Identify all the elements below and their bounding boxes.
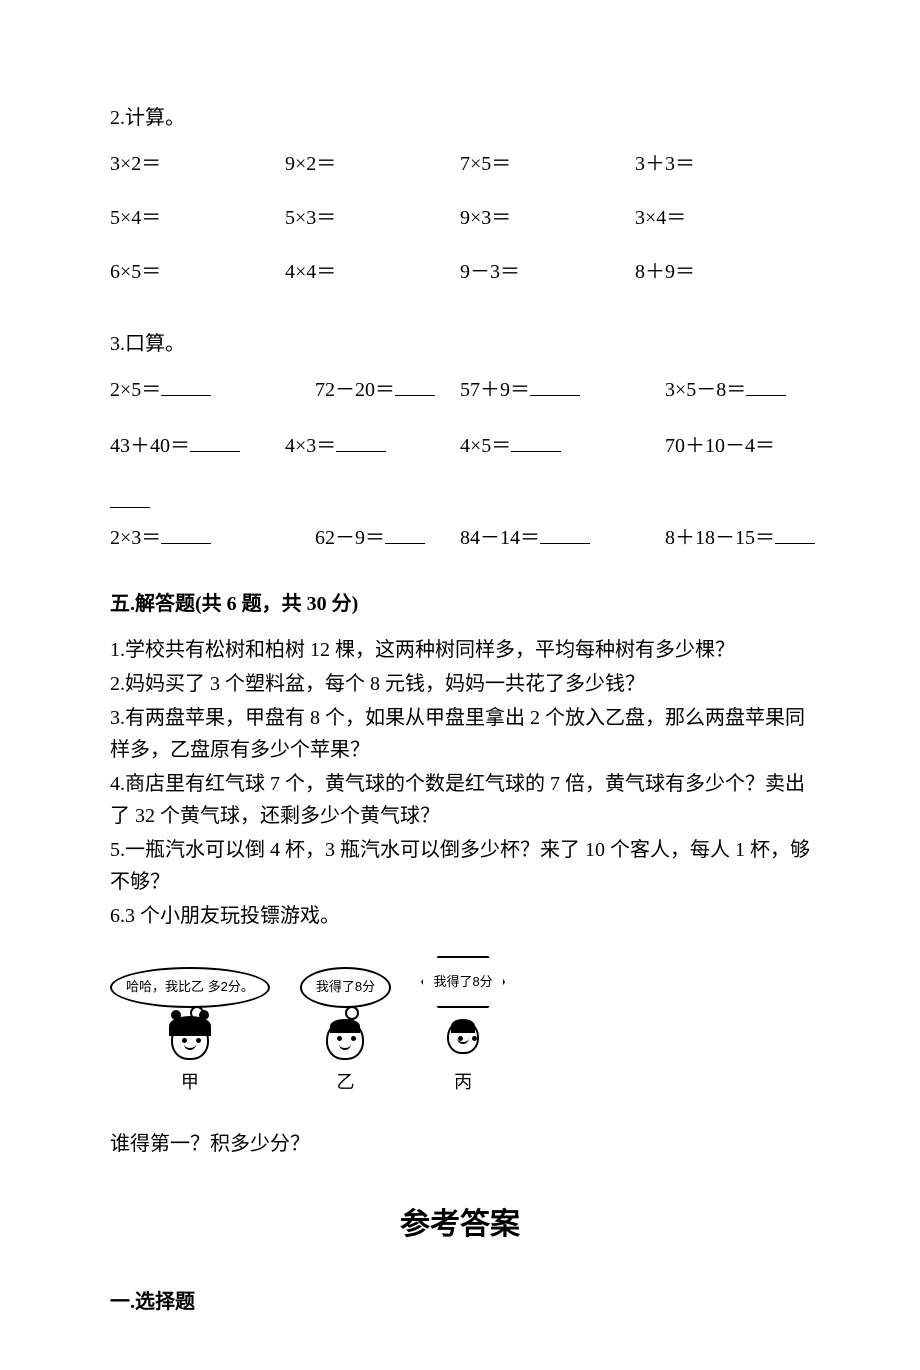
calc-expression: 62－9＝ [315,527,385,549]
mental-calc-cell: 72－20＝ [285,372,460,408]
answer-blank [540,522,590,544]
calc-cell: 5×4＝ [110,200,285,236]
mental-calc-cell: 4×3＝ [285,428,460,464]
calc-cell: 3×4＝ [635,200,810,236]
word-problem: 3.有两盘苹果，甲盘有 8 个，如果从甲盘里拿出 2 个放入乙盘，那么两盘苹果同… [110,702,810,766]
calc-cell: 8＋9＝ [635,254,810,290]
char-label-a: 甲 [181,1066,199,1098]
mental-calc-row: 43＋40＝ 4×3＝ 4×5＝ 70＋10－4＝ [110,428,810,476]
mental-calc-row: 2×3＝ 62－9＝ 84－14＝ 8＋18－15＝ [110,520,810,568]
calc-expression: 2×3＝ [110,527,161,549]
calc-cell: 6×5＝ [110,254,285,290]
mental-calc-cell: 8＋18－15＝ [635,520,810,556]
calc-expression: 57＋9＝ [460,379,530,401]
question-text: 谁得第一？积多少分？ [110,1126,810,1162]
calc-cell: 3×2＝ [110,146,285,182]
section-5-header: 五.解答题(共 6 题，共 30 分) [110,586,810,622]
answer-blank [161,374,211,396]
calc-cell: 9×3＝ [460,200,635,236]
answer-blank [775,522,815,544]
mental-calc-cell: 4×5＝ [460,428,635,464]
speech-bubble-a: 哈哈，我比乙 多2分。 [110,967,270,1008]
speech-bubble-c: 我得了8分 [421,956,505,1008]
calc-cell: 9－3＝ [460,254,635,290]
calc-expression: 4×5＝ [460,435,511,457]
char-label-b: 乙 [336,1066,354,1098]
mental-calc-cell: 2×3＝ [110,520,285,556]
answer-blank [746,374,786,396]
answer-subsection-1: 一.选择题 [110,1284,810,1320]
character-c: 我得了8分 丙 [421,956,505,1098]
calc-cell: 7×5＝ [460,146,635,182]
boy-head-icon [447,1020,479,1054]
word-problems: 1.学校共有松树和柏树 12 棵，这两种树同样多，平均每种树有多少棵？2.妈妈买… [110,634,810,932]
word-problem: 5.一瓶汽水可以倒 4 杯，3 瓶汽水可以倒多少杯？来了 10 个客人，每人 1… [110,834,810,898]
mental-calc-cell: 70＋10－4＝ [635,428,810,464]
answer-blank [395,374,435,396]
mental-calc-cell: 3×5－8＝ [635,372,810,408]
calc-grid: 3×2＝ 9×2＝ 7×5＝ 3＋3＝ 5×4＝ 5×3＝ 9×3＝ 3×4＝ … [110,146,810,308]
answer-blank [385,522,425,544]
char-label-c: 丙 [454,1066,472,1098]
answer-key-title: 参考答案 [110,1198,810,1252]
calc-expression: 4×3＝ [285,435,336,457]
word-problem: 1.学校共有松树和柏树 12 棵，这两种树同样多，平均每种树有多少棵？ [110,634,810,666]
section-2-label: 2.计算。 [110,100,810,136]
calc-cell: 5×3＝ [285,200,460,236]
speech-bubble-b: 我得了8分 [300,967,391,1008]
answer-blank [161,522,211,544]
answer-blank [511,430,561,452]
calc-expression: 2×5＝ [110,379,161,401]
calc-expression: 43＋40＝ [110,435,190,457]
character-b: 我得了8分 乙 [300,967,391,1098]
mental-calc-cell: 2×5＝ [110,372,285,408]
calc-expression: 70＋10－4＝ [665,435,775,457]
answer-blank [336,430,386,452]
boy-head-icon [326,1020,364,1060]
calc-expression: 3×5－8＝ [665,379,746,401]
mental-calc-block: 2×5＝ 72－20＝ 57＋9＝ 3×5－8＝ 43＋40＝ 4×3＝ 4×5＝ 70＋10… [110,372,810,568]
calc-cell: 4×4＝ [285,254,460,290]
mental-calc-row: 2×5＝ 72－20＝ 57＋9＝ 3×5－8＝ [110,372,810,420]
answer-blank [110,486,150,508]
calc-expression: 72－20＝ [315,379,395,401]
word-problem: 6.3 个小朋友玩投镖游戏。 [110,900,810,932]
calc-expression: 84－14＝ [460,527,540,549]
calc-cell: 3＋3＝ [635,146,810,182]
word-problem: 4.商店里有红气球 7 个，黄气球的个数是红气球的 7 倍，黄气球有多少个？卖出… [110,768,810,832]
girl-head-icon [171,1020,209,1060]
section-3-label: 3.口算。 [110,326,810,362]
mental-calc-cell: 84－14＝ [460,520,635,556]
mental-calc-cell: 57＋9＝ [460,372,635,408]
calc-expression: 8＋18－15＝ [665,527,775,549]
character-a: 哈哈，我比乙 多2分。 甲 [110,967,270,1098]
dart-game-figure: 哈哈，我比乙 多2分。 甲 我得了8分 乙 我得了8分 丙 [110,956,810,1098]
mental-calc-cell: 43＋40＝ [110,428,285,464]
mental-calc-cell: 62－9＝ [285,520,460,556]
answer-blank [190,430,240,452]
calc-cell: 9×2＝ [285,146,460,182]
answer-blank [530,374,580,396]
word-problem: 2.妈妈买了 3 个塑料盆，每个 8 元钱，妈妈一共花了多少钱？ [110,668,810,700]
